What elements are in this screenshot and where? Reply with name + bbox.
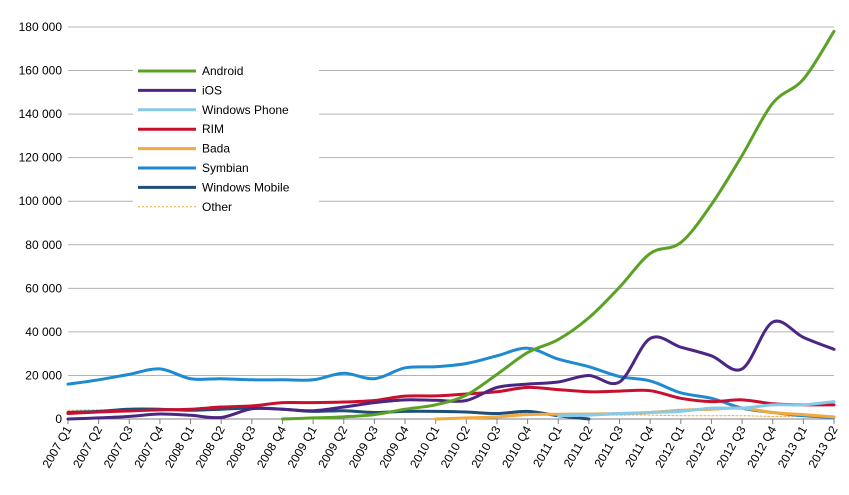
y-tick-label: 140 000: [19, 107, 63, 121]
x-tick-label: 2010 Q4: [499, 423, 534, 470]
y-tick-label: 100 000: [19, 194, 63, 208]
series-line-rim: [66, 385, 836, 416]
y-tick-label: 60 000: [25, 281, 62, 295]
legend: Android iOS Windows Phone RIM Bada Symbian Win…: [133, 60, 319, 218]
series-line-windows-phone: [556, 400, 836, 418]
legend-label-windows-mobile: Windows Mobile: [202, 180, 290, 194]
y-tick-label: 40 000: [25, 325, 62, 339]
y-tick-label: 80 000: [25, 238, 62, 252]
y-tick-label: 180 000: [19, 20, 63, 34]
legend-label-symbian: Symbian: [202, 161, 249, 175]
y-tick-label: 160 000: [19, 64, 63, 78]
legend-label-ios: iOS: [202, 83, 222, 97]
series-line-symbian: [66, 346, 836, 419]
legend-box: [133, 60, 319, 218]
series-line-android: [280, 29, 836, 421]
y-tick-label: 20 000: [25, 368, 62, 382]
series-lines: [66, 29, 836, 421]
x-tick-label: 2013 Q2: [805, 423, 840, 470]
y-axis: 0 20 000 40 000 60 000 80 000 100 000 120 000 1…: [19, 20, 63, 426]
legend-label-rim: RIM: [202, 122, 224, 136]
y-tick-label: 0: [55, 412, 62, 426]
legend-label-windows-phone: Windows Phone: [202, 103, 289, 117]
y-tick-label: 120 000: [19, 151, 63, 165]
legend-label-android: Android: [202, 64, 243, 78]
legend-label-other: Other: [202, 200, 232, 214]
series-line-ios: [66, 319, 836, 421]
legend-label-bada: Bada: [202, 142, 230, 156]
